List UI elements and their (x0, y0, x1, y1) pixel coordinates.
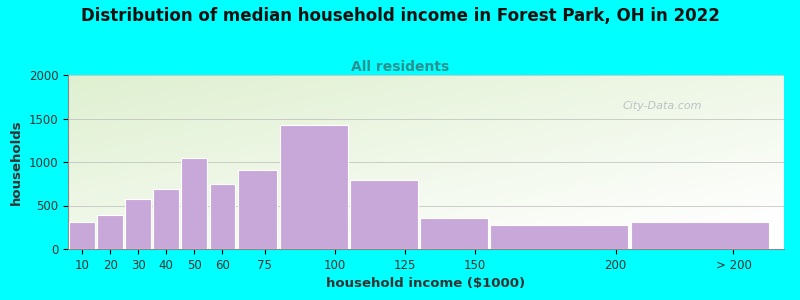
Bar (98, 215, 123, 249)
Bar (126, 199, 151, 249)
Bar (630, 223, 769, 249)
Y-axis label: households: households (10, 119, 23, 205)
Bar (420, 218, 488, 249)
Bar (210, 184, 235, 249)
Bar (280, 124, 348, 249)
Bar (350, 180, 418, 249)
Bar (154, 189, 179, 249)
Text: City-Data.com: City-Data.com (622, 101, 702, 111)
Text: Distribution of median household income in Forest Park, OH in 2022: Distribution of median household income … (81, 8, 719, 26)
X-axis label: household income ($1000): household income ($1000) (326, 277, 526, 290)
Bar (490, 225, 629, 249)
Bar (69, 222, 95, 249)
Bar (238, 170, 278, 249)
Bar (182, 158, 207, 249)
Text: All residents: All residents (351, 60, 449, 74)
